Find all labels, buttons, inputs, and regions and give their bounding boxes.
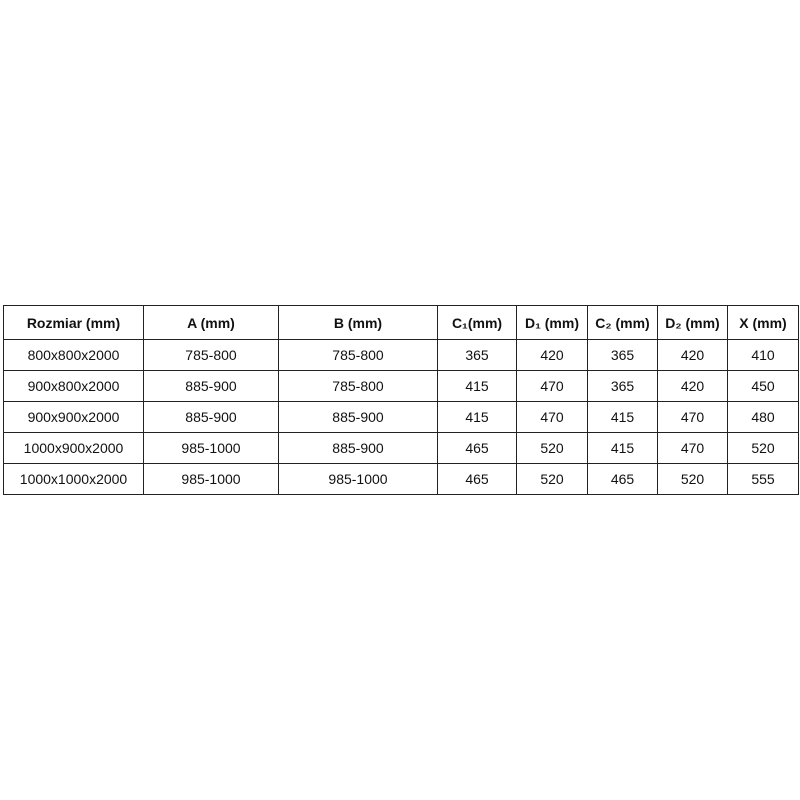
table-cell: 885-900: [278, 401, 438, 433]
table-cell: 415: [437, 401, 517, 433]
table-cell: 480: [727, 401, 799, 433]
table-cell: 470: [516, 401, 588, 433]
table-cell: 410: [727, 339, 799, 371]
dimensions-table: Rozmiar (mm) A (mm) B (mm) C₁(mm) D₁ (mm) C₂ …: [3, 305, 799, 495]
table-cell: 1000x1000x2000: [3, 463, 144, 495]
table-cell: 415: [437, 370, 517, 402]
table-cell: 985-1000: [143, 463, 279, 495]
table-cell: 1000x900x2000: [3, 432, 144, 464]
table-cell: 520: [516, 463, 588, 495]
table-cell: 900x800x2000: [3, 370, 144, 402]
table-cell: 420: [516, 339, 588, 371]
header-row: Rozmiar (mm) A (mm) B (mm) C₁(mm) D₁ (mm) C₂ …: [3, 305, 799, 340]
column-header: C₂ (mm): [587, 305, 658, 340]
table-cell: 415: [587, 401, 658, 433]
table-cell: 885-900: [143, 370, 279, 402]
table-cell: 420: [657, 370, 728, 402]
column-header: Rozmiar (mm): [3, 305, 144, 340]
table-cell: 470: [657, 401, 728, 433]
table-cell: 800x800x2000: [3, 339, 144, 371]
column-header: D₁ (mm): [516, 305, 588, 340]
table-row: 1000x1000x2000 985-1000 985-1000 465 520 465 5…: [3, 463, 799, 495]
table-row: 900x900x2000 885-900 885-900 415 470 415 470 48…: [3, 401, 799, 433]
table-cell: 365: [437, 339, 517, 371]
table-cell: 450: [727, 370, 799, 402]
table-cell: 785-800: [278, 370, 438, 402]
column-header: B (mm): [278, 305, 438, 340]
column-header: D₂ (mm): [657, 305, 728, 340]
table-cell: 415: [587, 432, 658, 464]
table-cell: 520: [727, 432, 799, 464]
table-cell: 785-800: [143, 339, 279, 371]
table-cell: 885-900: [143, 401, 279, 433]
column-header: A (mm): [143, 305, 279, 340]
table-cell: 470: [657, 432, 728, 464]
table-row: 900x800x2000 885-900 785-800 415 470 365 420 45…: [3, 370, 799, 402]
table-cell: 365: [587, 370, 658, 402]
table-row: 800x800x2000 785-800 785-800 365 420 365 420 41…: [3, 339, 799, 371]
table-cell: 900x900x2000: [3, 401, 144, 433]
table-cell: 520: [657, 463, 728, 495]
table-cell: 470: [516, 370, 588, 402]
table-cell: 465: [587, 463, 658, 495]
table-cell: 785-800: [278, 339, 438, 371]
table-cell: 465: [437, 432, 517, 464]
table-cell: 465: [437, 463, 517, 495]
column-header: X (mm): [727, 305, 799, 340]
table-cell: 420: [657, 339, 728, 371]
table-cell: 520: [516, 432, 588, 464]
table-cell: 885-900: [278, 432, 438, 464]
table-cell: 555: [727, 463, 799, 495]
table-cell: 365: [587, 339, 658, 371]
column-header: C₁(mm): [437, 305, 517, 340]
table-row: 1000x900x2000 985-1000 885-900 465 520 415 470…: [3, 432, 799, 464]
table-cell: 985-1000: [278, 463, 438, 495]
table-cell: 985-1000: [143, 432, 279, 464]
